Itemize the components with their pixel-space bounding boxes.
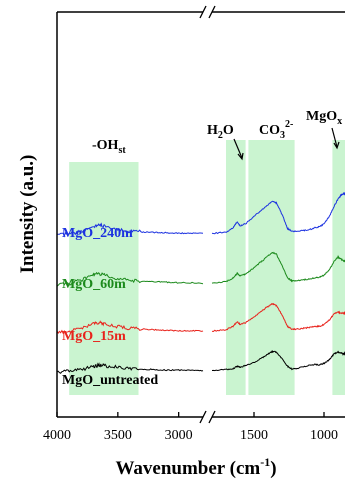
x-tick-label-1500: 1500 — [240, 428, 268, 443]
shaded-region-3 — [332, 140, 345, 395]
x-tick-label-3500: 3500 — [104, 428, 132, 443]
break-mark-bottom-1 — [199, 410, 207, 424]
series-label-60m: MgO_60m — [62, 277, 126, 292]
x-tick-label-3000: 3000 — [165, 428, 193, 443]
x-ticks: 4000 3500 3000 1500 1000 — [43, 412, 338, 443]
series-line-mgo_240m-seg1 — [211, 191, 345, 235]
break-mark-top-2 — [208, 5, 216, 19]
series-line-mgo_untreated-seg0 — [56, 362, 204, 374]
x-axis-title-close: ) — [270, 458, 276, 479]
series-line-mgo_15m-seg0 — [56, 320, 204, 335]
x-tick-label-1000: 1000 — [310, 428, 338, 443]
series-label-15m: MgO_15m — [62, 329, 126, 344]
x-axis-title: Wavenumber (cm-1) — [115, 455, 276, 479]
annotation-oh: -OHst — [92, 138, 126, 156]
series-label-240m: MgO_240m — [62, 226, 133, 241]
arrowhead-h2o — [237, 152, 244, 161]
series-label-untreated: MgO_untreated — [62, 373, 158, 388]
arrow-h2o — [233, 138, 243, 159]
series-line-mgo_240m-seg0 — [56, 222, 204, 238]
axis-break-marks — [199, 5, 216, 424]
shaded-region-0 — [69, 162, 139, 395]
arrow-mgox — [331, 127, 338, 148]
break-mark-top-1 — [199, 5, 207, 19]
x-axis-title-sup: -1 — [260, 455, 270, 469]
y-axis-title: Intensity (a.u.) — [17, 155, 38, 274]
annotation-h2o: H2O — [207, 123, 234, 141]
arrowhead-mgox — [333, 141, 340, 150]
shaded-region-1 — [226, 140, 246, 395]
annotation-arrows — [233, 127, 340, 161]
annotation-mgox: MgOx — [306, 109, 342, 127]
series-line-mgo_60m-seg1 — [211, 251, 345, 284]
series-line-mgo_untreated-seg1 — [211, 350, 345, 372]
x-axis-title-main: Wavenumber (cm — [115, 458, 260, 479]
break-mark-bottom-2 — [208, 410, 216, 424]
series-line-mgo_15m-seg1 — [211, 302, 345, 333]
spectra-lines — [56, 191, 345, 374]
series-line-mgo_60m-seg0 — [56, 271, 204, 287]
x-tick-label-4000: 4000 — [43, 428, 71, 443]
shaded-regions — [69, 140, 345, 395]
shaded-region-2 — [248, 140, 295, 395]
annotation-co3: CO32- — [259, 119, 293, 141]
